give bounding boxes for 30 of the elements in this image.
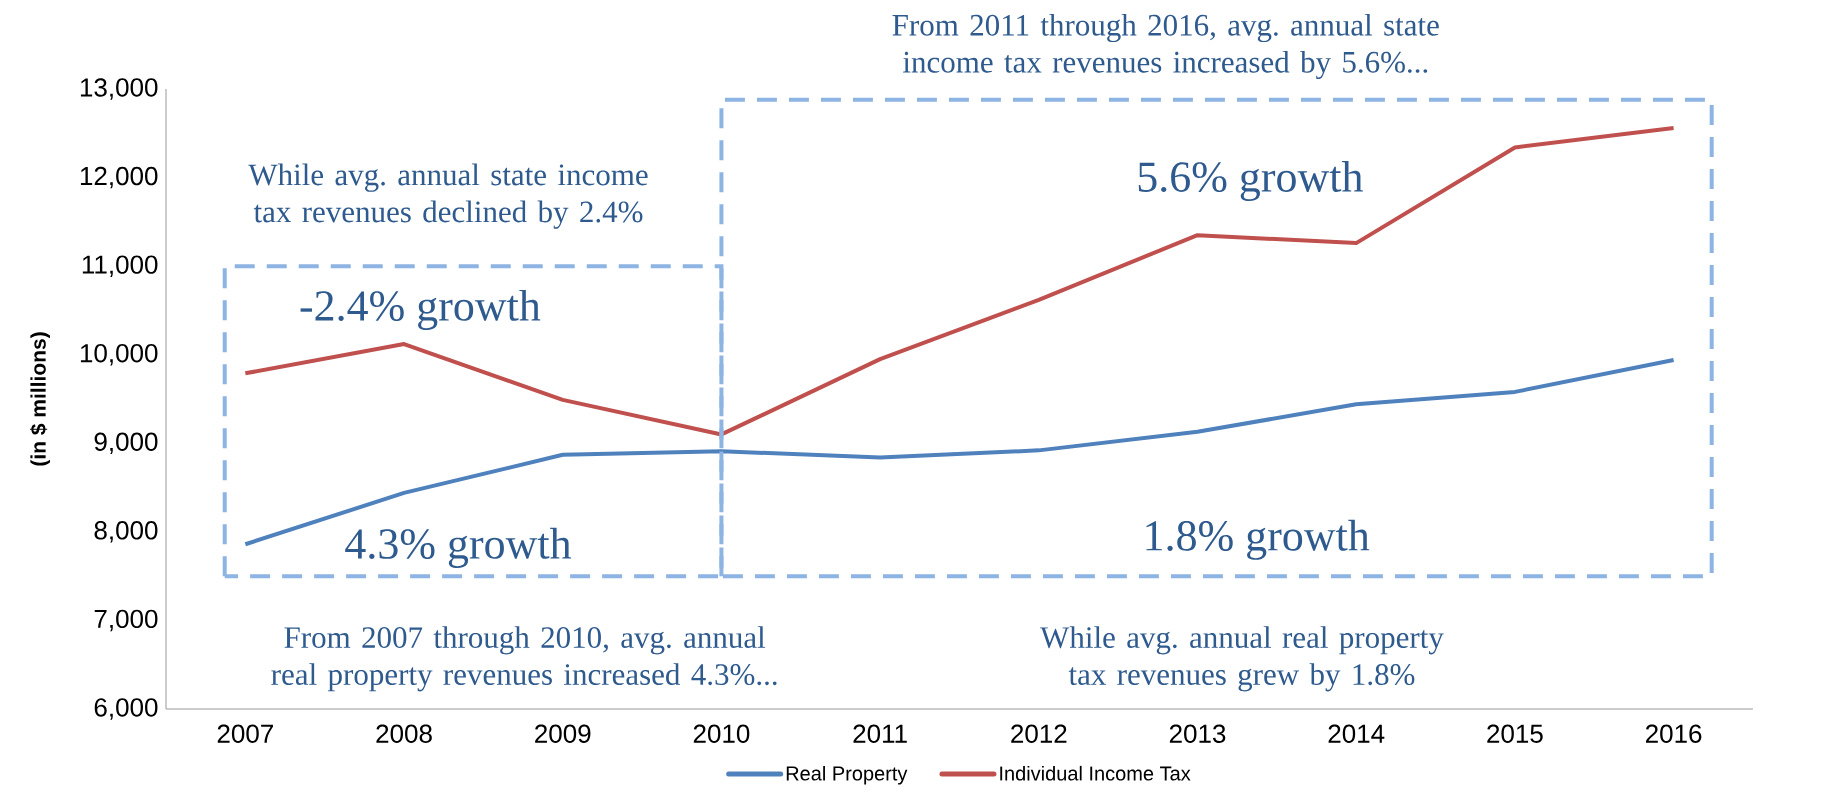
annotation: -2.4% growth bbox=[300, 289, 541, 330]
annotation: 1.8% growth bbox=[1146, 519, 1370, 560]
annotation: 4.3% growth bbox=[345, 527, 572, 568]
y-tick-label: 9,000 bbox=[94, 432, 158, 455]
x-tick-label: 2007 bbox=[217, 724, 273, 743]
x-tick-label: 2013 bbox=[1169, 724, 1226, 743]
x-tick-label: 2015 bbox=[1487, 724, 1543, 743]
y-axis-title: (in $ millions) bbox=[30, 332, 50, 466]
y-tick-label: 7,000 bbox=[94, 609, 158, 632]
x-tick-label: 2012 bbox=[1011, 724, 1067, 743]
text: From 2011 through 2016, avg. annual state income tax revenues increased by 5.6%... bbox=[892, 13, 1439, 80]
y-tick-label: 8,000 bbox=[94, 521, 158, 543]
y-tick-label: 12,000 bbox=[80, 166, 158, 189]
y-tick-label: 13,000 bbox=[80, 78, 158, 100]
annotation: 5.6% growth bbox=[1138, 160, 1363, 201]
annotation: From 2007 through 2010, avg. annual real property revenues increased 4.3%... bbox=[271, 626, 777, 692]
x-tick-label: 2008 bbox=[376, 724, 432, 743]
y-tick-label: 11,000 bbox=[82, 255, 158, 277]
y-tick-label: 6,000 bbox=[94, 698, 158, 720]
annotation: While avg. annual real property tax revenues grew by 1.8% bbox=[1040, 626, 1444, 692]
annotation: While avg. annual state income tax revenues declined by 2.4% bbox=[248, 163, 648, 229]
x-tick-label: 2010 bbox=[693, 724, 750, 743]
x-tick-label: 2011 bbox=[853, 724, 907, 743]
y-tick-label: 10,000 bbox=[80, 343, 158, 366]
legend-label: Individual Income Tax bbox=[1000, 765, 1191, 781]
x-tick-label: 2009 bbox=[535, 724, 591, 743]
line-series bbox=[243, 125, 1676, 437]
x-tick-label: 2014 bbox=[1328, 724, 1385, 743]
x-tick-label: 2016 bbox=[1645, 724, 1702, 743]
legend-label: Real Property bbox=[786, 765, 908, 785]
